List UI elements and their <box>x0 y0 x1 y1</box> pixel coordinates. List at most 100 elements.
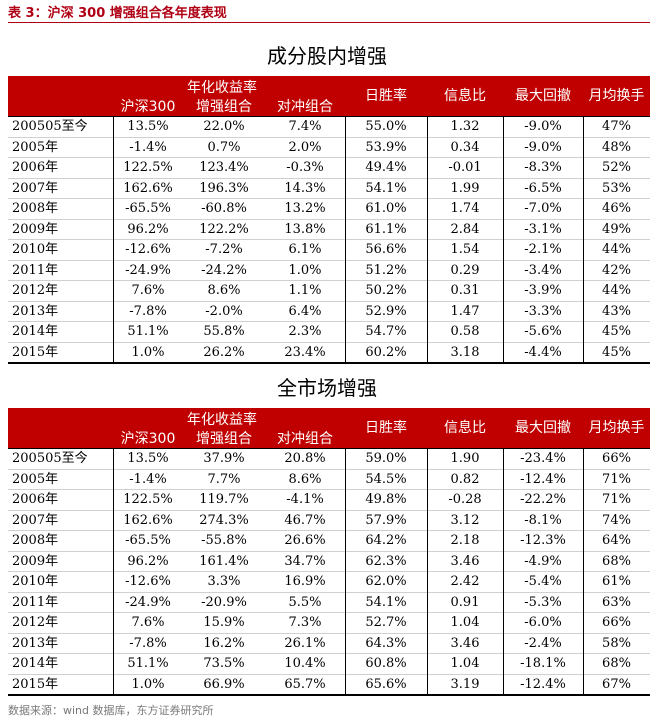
header-hedged: 对冲组合 <box>277 431 333 447</box>
turnover: 52% <box>602 160 631 175</box>
hedged-return: 14.3% <box>284 180 326 196</box>
period-label: 2009年 <box>12 553 59 569</box>
hedged-return: 13.8% <box>284 221 326 237</box>
csi300-return: -24.9% <box>125 594 171 610</box>
hedged-return: 16.9% <box>284 574 326 589</box>
hedged-return: 26.1% <box>284 635 326 651</box>
max-drawdown: -5.3% <box>524 594 562 610</box>
turnover: 67% <box>602 676 631 692</box>
hedged-return: 23.4% <box>284 344 326 360</box>
hedged-return: -4.1% <box>286 492 324 507</box>
info-ratio: 2.42 <box>450 574 480 589</box>
win-rate: 54.1% <box>365 594 407 610</box>
turnover: 58% <box>602 635 631 651</box>
max-drawdown: -6.5% <box>524 180 562 196</box>
csi300-return: 96.2% <box>127 553 169 569</box>
csi300-return: 7.6% <box>131 615 165 630</box>
period-label: 2006年 <box>12 160 59 175</box>
header-csi300: 沪深300 <box>120 431 176 447</box>
turnover: 44% <box>602 242 631 257</box>
win-rate: 61.0% <box>365 201 407 216</box>
period-label: 2007年 <box>12 512 59 528</box>
period-label: 200505至今 <box>12 451 88 466</box>
info-ratio: 1.04 <box>450 615 480 630</box>
header-max-drawdown: 最大回撤 <box>515 420 571 436</box>
csi300-return: 13.5% <box>127 119 169 134</box>
period-label: 2011年 <box>12 262 59 278</box>
enhanced-return: -24.2% <box>201 262 247 278</box>
table-body: 200505至今 13.5% 37.9% 20.8% 59.0% 1.90 -23.4% 66… <box>8 448 650 696</box>
turnover: 74% <box>602 512 631 528</box>
turnover: 53% <box>602 180 631 196</box>
column-divider <box>583 117 584 364</box>
period-label: 2005年 <box>12 471 59 487</box>
period-label: 2015年 <box>12 344 59 360</box>
info-ratio: 1.32 <box>450 119 480 134</box>
turnover: 42% <box>602 262 631 278</box>
hedged-return: 7.4% <box>288 119 322 134</box>
csi300-return: -1.4% <box>129 471 167 487</box>
enhanced-return: 55.8% <box>203 324 245 339</box>
table-row: 2012年 7.6% 8.6% 1.1% 50.2% 0.31 -3.9% 44% <box>8 281 650 302</box>
turnover: 68% <box>602 656 631 671</box>
info-ratio: 1.04 <box>450 656 480 671</box>
header-turnover: 月均换手 <box>588 88 645 104</box>
table-row: 2007年 162.6% 196.3% 14.3% 54.1% 1.99 -6.5% 53% <box>8 179 650 199</box>
column-divider <box>583 449 584 696</box>
max-drawdown: -12.4% <box>520 471 566 487</box>
max-drawdown: -4.4% <box>524 344 562 360</box>
hedged-return: 7.3% <box>288 615 322 630</box>
win-rate: 53.9% <box>365 139 407 155</box>
full-market-enhancement-table: 年化收益率 沪深300 增强组合 对冲组合 日胜率 信息比 最大回撤 月均换手 200505至今… <box>8 408 650 696</box>
header-win-rate: 日胜率 <box>365 420 407 436</box>
max-drawdown: -2.4% <box>524 635 562 651</box>
turnover: 63% <box>602 594 631 610</box>
info-ratio: 0.82 <box>450 471 480 487</box>
column-divider <box>345 117 346 364</box>
period-label: 2009年 <box>12 221 59 237</box>
table-row: 2009年 96.2% 161.4% 34.7% 62.3% 3.46 -4.9% 68% <box>8 552 650 572</box>
header-csi300: 沪深300 <box>120 99 176 115</box>
period-label: 2008年 <box>12 533 59 548</box>
enhanced-return: -55.8% <box>201 533 247 548</box>
info-ratio: 0.58 <box>450 324 480 339</box>
table-row: 2013年 -7.8% -2.0% 6.4% 52.9% 1.47 -3.3% 43% <box>8 302 650 322</box>
table-row: 2014年 51.1% 73.5% 10.4% 60.8% 1.04 -18.1% 68% <box>8 654 650 675</box>
turnover: 45% <box>602 324 631 339</box>
table-row: 2006年 122.5% 123.4% -0.3% 49.4% -0.01 -8.3% 52% <box>8 158 650 179</box>
csi300-return: -65.5% <box>125 201 171 216</box>
enhanced-return: 66.9% <box>203 676 245 692</box>
csi300-return: -1.4% <box>129 139 167 155</box>
table-row: 2014年 51.1% 55.8% 2.3% 54.7% 0.58 -5.6% 45% <box>8 322 650 343</box>
csi300-return: -12.6% <box>125 574 171 589</box>
max-drawdown: -4.9% <box>524 553 562 569</box>
period-label: 2015年 <box>12 676 59 692</box>
info-ratio: 3.19 <box>450 676 480 692</box>
table-header: 年化收益率 沪深300 增强组合 对冲组合 日胜率 信息比 最大回撤 月均换手 <box>8 408 650 448</box>
hedged-return: 1.0% <box>288 262 322 278</box>
header-annual-return-group: 年化收益率 <box>187 80 257 96</box>
info-ratio: -0.28 <box>448 492 482 507</box>
turnover: 43% <box>602 303 631 319</box>
csi300-return: 13.5% <box>127 451 169 466</box>
table-row: 2015年 1.0% 66.9% 65.7% 65.6% 3.19 -12.4% 67% <box>8 675 650 696</box>
hedged-return: 10.4% <box>284 656 326 671</box>
period-label: 2008年 <box>12 201 59 216</box>
section-title-full-market: 全市场增强 <box>277 376 377 400</box>
table-row: 200505至今 13.5% 22.0% 7.4% 55.0% 1.32 -9.0% 47% <box>8 117 650 138</box>
info-ratio: 3.46 <box>450 635 480 651</box>
enhanced-return: 274.3% <box>199 512 249 528</box>
info-ratio: 0.91 <box>450 594 480 610</box>
info-ratio: 1.54 <box>450 242 480 257</box>
turnover: 49% <box>602 221 631 237</box>
enhanced-return: 0.7% <box>207 139 241 155</box>
info-ratio: 3.18 <box>450 344 480 360</box>
period-label: 2014年 <box>12 324 59 339</box>
table-row: 200505至今 13.5% 37.9% 20.8% 59.0% 1.90 -23.4% 66… <box>8 449 650 470</box>
win-rate: 55.0% <box>365 119 407 134</box>
turnover: 66% <box>602 451 631 466</box>
max-drawdown: -3.9% <box>524 283 562 298</box>
win-rate: 65.6% <box>365 676 407 692</box>
hedged-return: -0.3% <box>286 160 324 175</box>
column-divider <box>113 117 114 364</box>
